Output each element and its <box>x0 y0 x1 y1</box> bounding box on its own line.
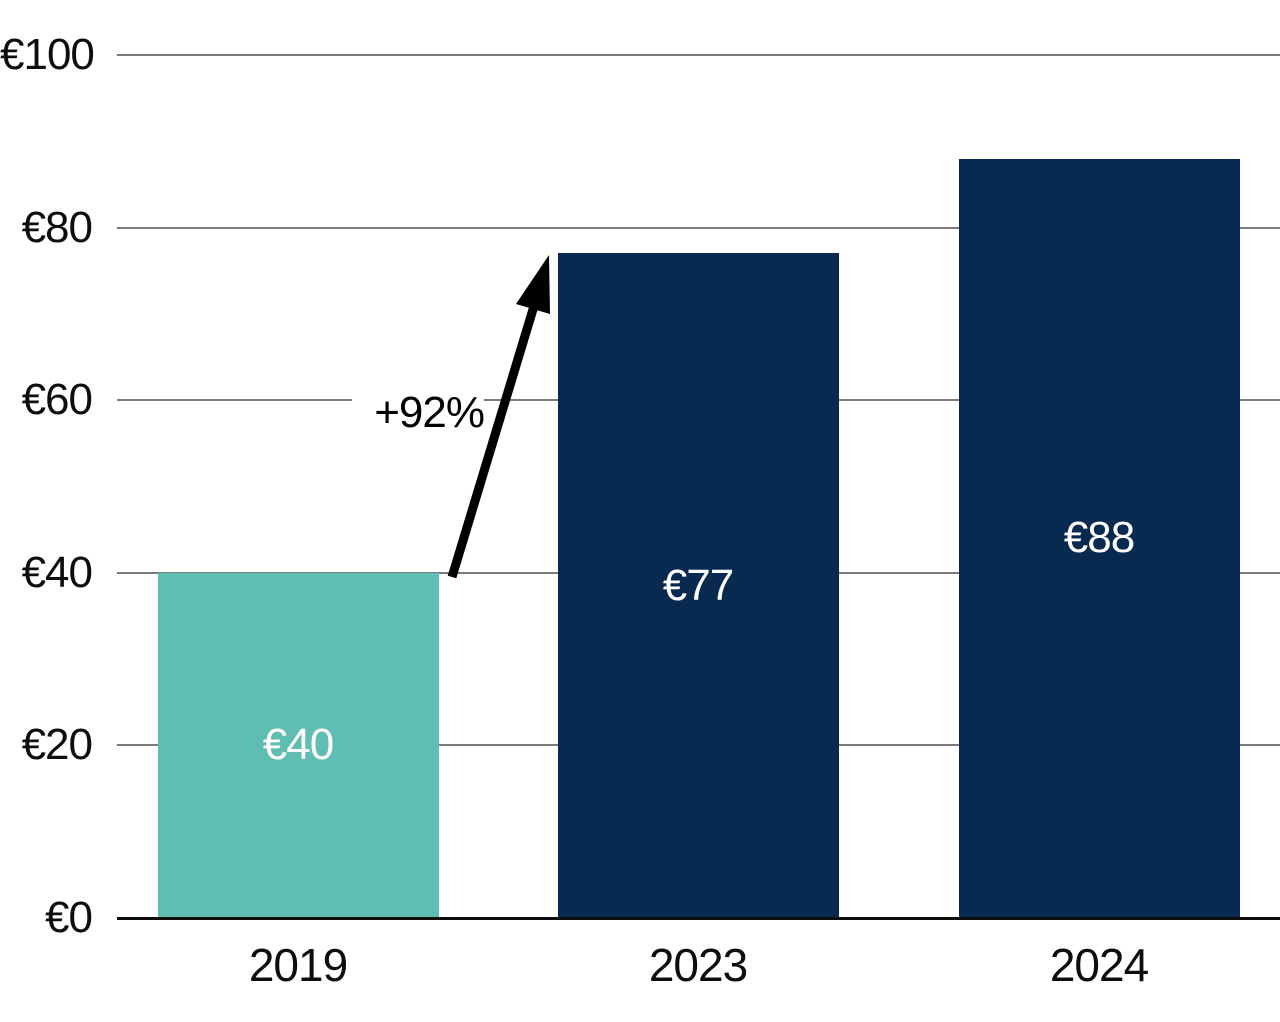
gridline-100 <box>117 54 1280 56</box>
bar-value-label-2024: €88 <box>1063 513 1135 563</box>
y-tick-label-100: €100 <box>0 30 95 79</box>
y-tick-label-20: €20 <box>21 720 93 770</box>
y-tick-label-80: €80 <box>21 202 93 252</box>
x-axis-line <box>117 916 1280 920</box>
bar-value-label-2023: €77 <box>662 560 734 610</box>
bar-value-label-2019: €40 <box>262 720 334 770</box>
y-tick-label-0: €0 <box>45 893 93 942</box>
gridline-80 <box>117 226 1280 229</box>
bar-2023: €77 <box>557 253 839 918</box>
x-tick-2024: 2024 <box>1049 939 1149 991</box>
x-tick-2019: 2019 <box>248 939 348 991</box>
growth-annotation: +92% <box>352 388 485 438</box>
bar-2019: €40 <box>157 572 439 918</box>
y-tick-label-40: €40 <box>21 547 93 597</box>
x-tick-2023: 2023 <box>648 939 748 991</box>
bar-2024: €88 <box>958 158 1240 918</box>
y-tick-label-60: €60 <box>21 375 93 425</box>
